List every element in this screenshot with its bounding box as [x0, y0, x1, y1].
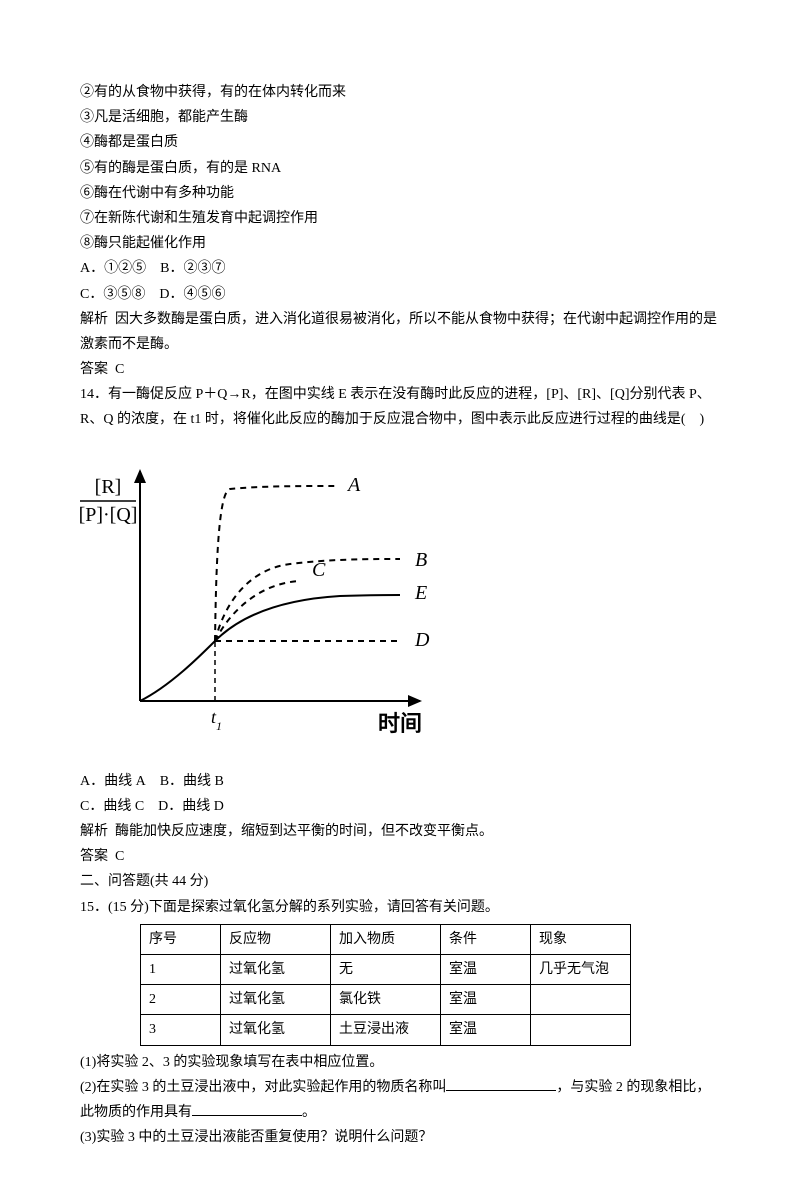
analysis-14: 解析 酶能加快反应速度，缩短到达平衡的时间，但不改变平衡点。 — [80, 819, 720, 844]
svg-text:C: C — [312, 559, 326, 581]
cell — [531, 1015, 631, 1045]
q14-option-cd: C．曲线 C D．曲线 D — [80, 794, 720, 819]
table-row: 3 过氧化氢 土豆浸出液 室温 — [141, 1015, 631, 1045]
question-14: 14．有一酶促反应 P＋Q→R，在图中实线 E 表示在没有酶时此反应的进程，[P… — [80, 382, 720, 432]
cell: 3 — [141, 1015, 221, 1045]
svg-text:B: B — [415, 549, 427, 571]
stmt-3: ③凡是活细胞，都能产生酶 — [80, 105, 720, 130]
blank-2 — [192, 1102, 302, 1116]
analysis-13: 解析 因大多数酶是蛋白质，进入消化道很易被消化，所以不能从食物中获得；在代谢中起… — [80, 307, 720, 357]
cell: 过氧化氢 — [221, 985, 331, 1015]
sub-q3: (3)实验 3 中的土豆浸出液能否重复使用？说明什么问题？ — [80, 1125, 720, 1150]
experiment-table: 序号 反应物 加入物质 条件 现象 1 过氧化氢 无 室温 几乎无气泡 2 过氧… — [140, 924, 631, 1046]
stmt-2: ②有的从食物中获得，有的在体内转化而来 — [80, 80, 720, 105]
cell: 室温 — [441, 985, 531, 1015]
th-seq: 序号 — [141, 924, 221, 954]
table-row: 2 过氧化氢 氯化铁 室温 — [141, 985, 631, 1015]
stmt-5: ⑤有的酶是蛋白质，有的是 RNA — [80, 156, 720, 181]
cell: 氯化铁 — [331, 985, 441, 1015]
answer-14: 答案 C — [80, 844, 720, 869]
blank-1 — [446, 1077, 556, 1091]
svg-text:时间: 时间 — [378, 711, 422, 736]
cell: 1 — [141, 954, 221, 984]
th-added: 加入物质 — [331, 924, 441, 954]
cell: 室温 — [441, 1015, 531, 1045]
th-cond: 条件 — [441, 924, 531, 954]
stmt-7: ⑦在新陈代谢和生殖发育中起调控作用 — [80, 206, 720, 231]
th-reactant: 反应物 — [221, 924, 331, 954]
cell: 2 — [141, 985, 221, 1015]
svg-text:D: D — [414, 629, 430, 651]
cell: 土豆浸出液 — [331, 1015, 441, 1045]
section-2-header: 二、问答题(共 44 分) — [80, 869, 720, 894]
chart-svg: [R] [P]·[Q] 时间 t1 A B C D E — [80, 451, 460, 751]
cell — [531, 985, 631, 1015]
stmt-4: ④酶都是蛋白质 — [80, 130, 720, 155]
q2-part-a: (2)在实验 3 的土豆浸出液中，对此实验起作用的物质名称叫 — [80, 1080, 446, 1095]
svg-text:t1: t1 — [211, 707, 222, 733]
q14-option-ab: A．曲线 A B．曲线 B — [80, 769, 720, 794]
stmt-8: ⑧酶只能起催化作用 — [80, 231, 720, 256]
th-result: 现象 — [531, 924, 631, 954]
option-ab: A．①②⑤ B．②③⑦ — [80, 256, 720, 281]
sub-q2: (2)在实验 3 的土豆浸出液中，对此实验起作用的物质名称叫，与实验 2 的现象… — [80, 1075, 720, 1125]
svg-text:E: E — [414, 582, 427, 604]
reaction-chart: [R] [P]·[Q] 时间 t1 A B C D E — [80, 451, 720, 751]
cell: 无 — [331, 954, 441, 984]
svg-text:[P]·[Q]: [P]·[Q] — [80, 504, 137, 526]
q2-part-c: 。 — [302, 1105, 316, 1120]
option-cd: C．③⑤⑧ D．④⑤⑥ — [80, 282, 720, 307]
cell: 过氧化氢 — [221, 1015, 331, 1045]
cell: 过氧化氢 — [221, 954, 331, 984]
svg-text:A: A — [346, 474, 361, 496]
answer-13: 答案 C — [80, 357, 720, 382]
cell: 几乎无气泡 — [531, 954, 631, 984]
table-header-row: 序号 反应物 加入物质 条件 现象 — [141, 924, 631, 954]
question-15: 15．(15 分)下面是探索过氧化氢分解的系列实验，请回答有关问题。 — [80, 895, 720, 920]
table-row: 1 过氧化氢 无 室温 几乎无气泡 — [141, 954, 631, 984]
stmt-6: ⑥酶在代谢中有多种功能 — [80, 181, 720, 206]
sub-q1: (1)将实验 2、3 的实验现象填写在表中相应位置。 — [80, 1050, 720, 1075]
svg-text:[R]: [R] — [95, 476, 122, 498]
cell: 室温 — [441, 954, 531, 984]
